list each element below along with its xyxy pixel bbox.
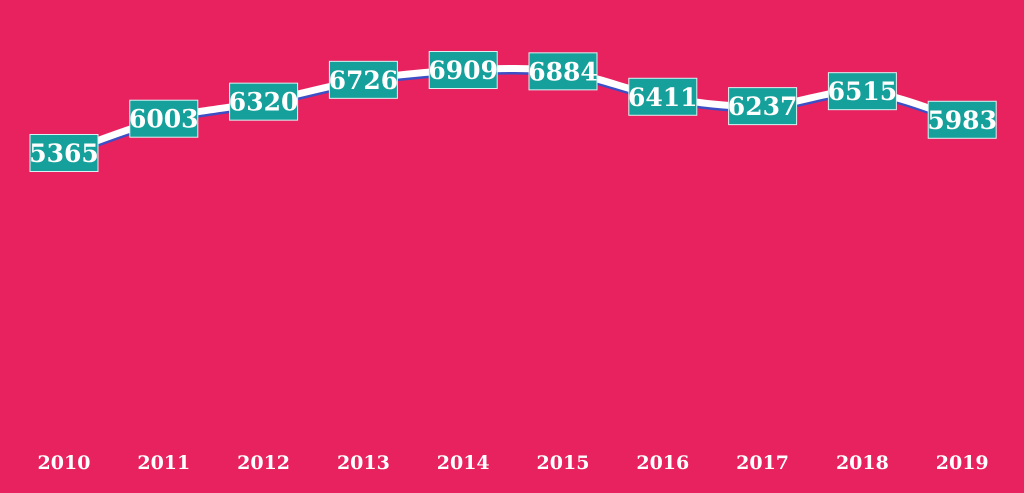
- x-tick-label-2015: 2015: [537, 452, 590, 474]
- x-tick-label-2013: 2013: [337, 452, 390, 474]
- data-label-box: [628, 77, 698, 116]
- data-label-value: 5983: [927, 106, 997, 135]
- data-label-box: [29, 134, 99, 172]
- data-label-2018: 6515: [827, 72, 898, 111]
- data-label-box: [428, 51, 498, 89]
- series-line: [60, 64, 966, 159]
- data-label-box: [328, 60, 398, 99]
- x-tick-label-2018: 2018: [836, 452, 889, 474]
- data-label-2019: 5983: [927, 100, 997, 139]
- data-label-2015: 6884: [528, 52, 598, 91]
- x-tick-label-2011: 2011: [137, 452, 190, 474]
- data-label-value: 6411: [628, 83, 698, 112]
- data-labels: 5365 6003 6320 6726 6909 6884 6411 6237 6515 5983: [29, 51, 997, 172]
- data-label-2013: 6726: [328, 60, 399, 99]
- data-label-value: 6320: [229, 88, 299, 117]
- data-label-2010: 5365: [29, 134, 99, 172]
- data-label-box: [927, 100, 997, 139]
- data-label-2012: 6320: [229, 82, 299, 121]
- x-tick-label-2014: 2014: [437, 452, 490, 474]
- x-tick-label-2016: 2016: [636, 452, 689, 474]
- data-label-2016: 6411: [628, 77, 698, 116]
- series-line-main: [60, 64, 966, 157]
- data-label-box: [129, 99, 199, 138]
- data-label-2014: 6909: [428, 51, 498, 89]
- data-label-value: 6515: [828, 77, 898, 106]
- x-tick-label-2017: 2017: [736, 452, 789, 474]
- data-label-box: [728, 87, 798, 126]
- data-label-box: [229, 82, 299, 121]
- data-label-value: 6003: [129, 105, 199, 134]
- data-label-value: 5365: [29, 139, 99, 168]
- data-label-box: [827, 72, 897, 111]
- data-label-value: 6909: [428, 56, 498, 85]
- data-label-value: 6726: [329, 66, 399, 95]
- data-label-box: [528, 52, 598, 91]
- x-axis-labels: 2010 2011 2012 2013 2014 2015 2016 2017 2018 2019: [38, 452, 989, 474]
- drop-lines: [63, 70, 963, 435]
- data-label-2017: 6237: [728, 87, 798, 126]
- data-label-value: 6237: [728, 92, 798, 121]
- x-tick-label-2012: 2012: [237, 452, 290, 474]
- data-label-2011: 6003: [129, 99, 199, 138]
- data-label-value: 6884: [528, 57, 598, 86]
- x-tick-label-2019: 2019: [936, 452, 989, 474]
- x-tick-label-2010: 2010: [38, 452, 91, 474]
